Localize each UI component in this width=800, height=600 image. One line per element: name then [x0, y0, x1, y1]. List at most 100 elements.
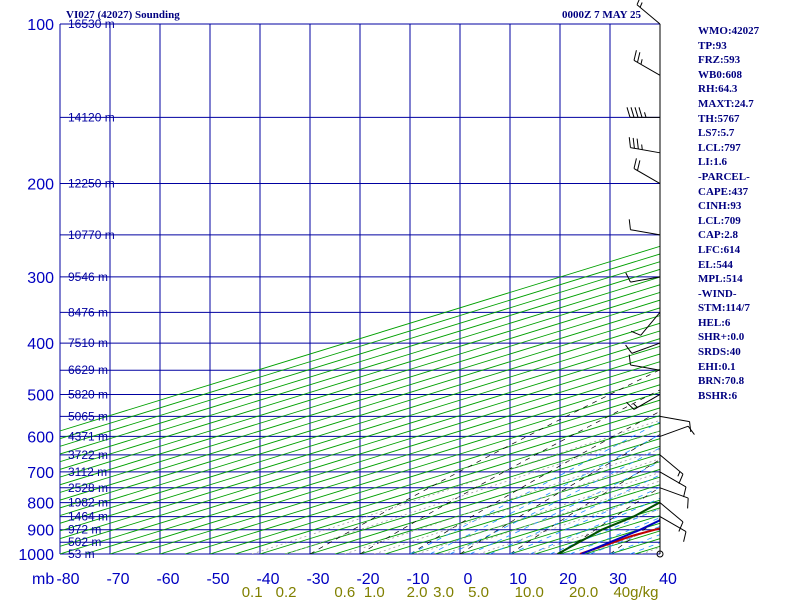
temperature-tick-label: -40	[256, 571, 279, 588]
skewed-isotherm	[60, 330, 660, 517]
index-line: -PARCEL-	[698, 170, 750, 183]
dry-adiabat	[409, 410, 660, 554]
height-label: 8476 m	[68, 305, 108, 319]
index-line: SHR+:0.0	[698, 331, 745, 344]
skewed-isotherm	[60, 291, 660, 478]
skewed-isotherm	[359, 461, 660, 554]
wind-barb-flag	[633, 50, 637, 61]
skewed-isotherm	[60, 345, 660, 532]
skewed-isotherm	[60, 245, 660, 432]
dry-adiabat	[359, 389, 660, 554]
mixing-ratio-label: 2.0	[407, 584, 428, 600]
skewed-isotherm	[159, 399, 660, 554]
skewed-isotherm	[60, 315, 660, 501]
pressure-tick-label: 500	[27, 387, 54, 404]
wind-barb-flag	[636, 0, 640, 5]
mixing-ratio-label: 10.0	[515, 584, 544, 600]
wind-barb-half-flag	[641, 144, 643, 150]
index-line: HEL:6	[698, 316, 731, 329]
index-line: RH:64.3	[698, 83, 738, 96]
mixing-ratio-line	[443, 480, 660, 554]
pressure-tick-label: 800	[27, 496, 54, 513]
wind-barb-flag	[687, 498, 689, 509]
wind-barb-half-flag	[639, 2, 643, 8]
wind-barb-staff	[636, 4, 661, 25]
moist-adiabat	[529, 497, 660, 554]
wind-barb-flag	[689, 421, 692, 433]
height-label: 12250 m	[68, 177, 115, 191]
height-label: 53 m	[68, 547, 95, 561]
wind-barb-flag	[638, 107, 643, 118]
temperature-tick-label: 30	[609, 571, 627, 588]
skewed-isotherm	[234, 422, 660, 554]
index-line: CAPE:437	[698, 185, 749, 198]
wind-barb-staff	[633, 394, 661, 410]
wind-barb-flag	[634, 107, 639, 118]
height-label: 1982 m	[68, 496, 108, 510]
mixing-ratio-label: 40g/kg	[613, 584, 658, 600]
mixing-ratio-line	[416, 471, 660, 554]
index-line: LI:1.6	[698, 156, 728, 169]
mixing-ratio-label: 3.0	[433, 584, 454, 600]
height-label: 5820 m	[68, 387, 108, 401]
wind-barb-flag	[678, 473, 684, 484]
skewed-isotherm	[84, 376, 660, 554]
skewed-isotherm	[309, 445, 660, 554]
index-line: CINH:93	[698, 200, 742, 213]
skewed-isotherm	[60, 284, 660, 470]
index-line: BRN:70.8	[698, 375, 745, 388]
wind-barb-flag	[683, 486, 687, 498]
mixing-ratio-label: 0.1	[242, 584, 263, 600]
index-line: MAXT:24.7	[698, 97, 754, 110]
moist-adiabat	[509, 486, 660, 554]
temperature-tick-label: -70	[106, 571, 129, 588]
skewed-isotherm	[109, 384, 660, 554]
index-line: EHI:0.1	[698, 360, 736, 373]
dry-adiabat	[459, 434, 660, 554]
thermo-background-lines	[60, 245, 660, 554]
height-label: 16530 m	[68, 17, 115, 31]
height-label: 9546 m	[68, 270, 108, 284]
height-label: 7510 m	[68, 336, 108, 350]
index-line: TH:5767	[698, 112, 740, 125]
wind-barb-staff	[659, 502, 684, 523]
height-label: 1464 m	[68, 510, 108, 524]
temperature-tick-label: -60	[156, 571, 179, 588]
wind-barb-flag	[683, 531, 687, 542]
pressure-tick-label: 300	[27, 270, 54, 287]
wind-barb-staff	[633, 59, 661, 76]
temperature-tick-label: -80	[56, 571, 79, 588]
pressure-tick-label: 200	[27, 177, 54, 194]
index-line: LCL:797	[698, 141, 741, 154]
pressure-tick-label: 600	[27, 429, 54, 446]
skewed-isotherm	[134, 391, 660, 554]
wind-barb-flag	[636, 138, 639, 150]
pressure-tick-label: 1000	[18, 547, 54, 564]
moist-adiabat	[429, 434, 660, 554]
skewed-isotherm	[60, 353, 660, 540]
height-label: 502 m	[68, 535, 101, 549]
wind-barb-flag	[630, 107, 635, 118]
index-line: MPL:514	[698, 273, 743, 286]
wind-barb-staff	[659, 415, 690, 423]
skewed-isotherm	[284, 438, 660, 554]
skewed-isotherm	[184, 407, 660, 554]
skewed-isotherm	[60, 276, 660, 463]
skewed-isotherm	[334, 453, 660, 554]
height-label: 3112 m	[68, 465, 107, 479]
wind-barb-half-flag	[677, 471, 681, 477]
wind-barb-staff	[640, 312, 661, 336]
wind-barb-flag	[626, 401, 635, 410]
wind-barb-half-flag	[633, 403, 638, 408]
index-line: -WIND-	[698, 287, 737, 300]
mixing-ratio-line	[478, 492, 660, 554]
wind-barb-flag	[632, 137, 635, 149]
dry-adiabat	[309, 369, 660, 554]
height-label: 972 m	[68, 523, 101, 537]
mixing-ratio-label: 1.0	[364, 584, 385, 600]
height-label: 10770 m	[68, 228, 115, 242]
wind-barb-staff	[630, 147, 661, 154]
skewed-isotherm	[60, 268, 660, 455]
wind-barb-half-flag	[640, 59, 643, 65]
